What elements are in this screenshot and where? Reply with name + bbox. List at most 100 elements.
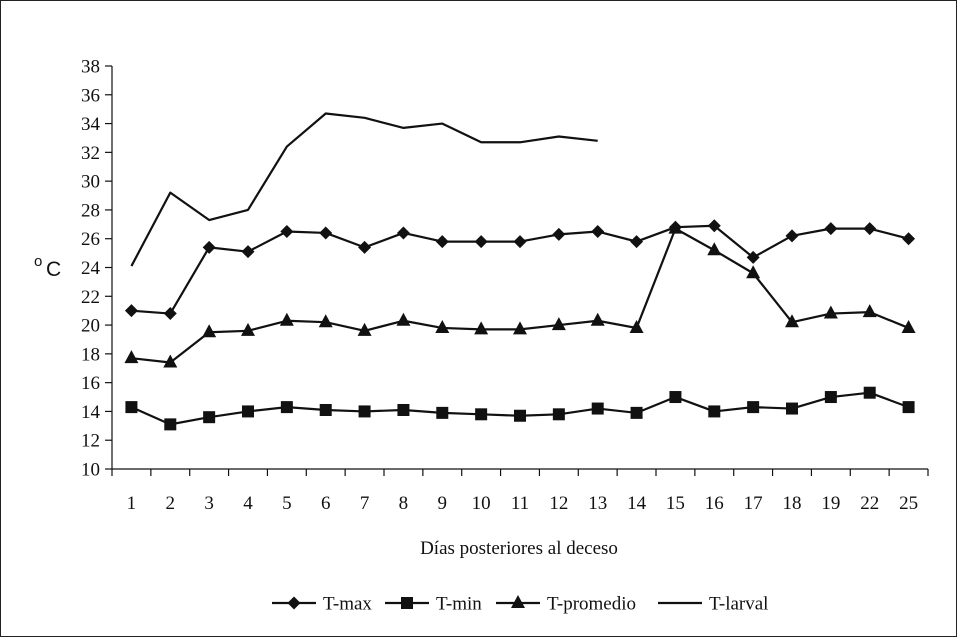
y-tick-label: 18	[81, 344, 100, 365]
data-point-t-max	[552, 227, 566, 241]
x-tick-label: 10	[472, 493, 491, 514]
data-point-t-min	[786, 402, 798, 415]
x-tick-label: 9	[438, 493, 448, 514]
data-point-t-min	[747, 401, 760, 414]
legend-item-t-promedio: T-promedio	[496, 594, 636, 615]
y-tick-label: 22	[81, 287, 100, 308]
data-point-t-max	[785, 229, 799, 243]
legend-marker-t-promedio	[511, 595, 525, 608]
data-point-t-min	[436, 406, 449, 419]
y-tick-label: 10	[81, 460, 100, 481]
legend: T-max T-min T-promedio T-larval	[272, 594, 768, 615]
legend-marker-t-min	[401, 597, 413, 609]
y-tick-label: 20	[81, 316, 100, 337]
x-tick-label: 4	[243, 493, 253, 514]
y-axis-degree-symbol: o	[34, 253, 42, 270]
data-point-t-min	[475, 408, 488, 421]
x-axis-ticks: 1 2 3 4 5 6 7 8 9 10 11 12 13 14 15 16 17 18 19 22 25	[111, 469, 929, 514]
y-tick-label: 24	[81, 258, 101, 279]
y-tick-label: 26	[81, 229, 100, 250]
data-point-t-promedio	[318, 314, 333, 328]
y-tick-label: 30	[81, 172, 100, 193]
data-point-t-promedio	[746, 265, 761, 279]
data-point-t-min	[591, 402, 604, 415]
x-tick-label: 11	[511, 493, 529, 514]
y-tick-label: 32	[81, 143, 100, 164]
x-tick-label: 7	[360, 493, 370, 514]
legend-label: T-max	[323, 594, 372, 615]
data-point-t-min	[397, 403, 410, 416]
legend-label: T-min	[436, 594, 482, 615]
data-point-t-max	[241, 245, 255, 259]
data-point-t-min	[863, 386, 876, 399]
x-tick-label: 17	[744, 493, 763, 514]
x-tick-label: 14	[627, 493, 647, 514]
x-tick-label: 15	[666, 493, 685, 514]
data-point-t-max	[358, 240, 372, 254]
y-tick-label: 12	[81, 431, 100, 452]
data-point-t-promedio	[785, 314, 799, 328]
data-point-t-promedio	[901, 319, 916, 333]
data-point-t-min	[280, 401, 293, 414]
data-point-t-min	[630, 406, 643, 419]
data-point-t-promedio	[862, 304, 877, 318]
data-point-t-max	[863, 222, 877, 236]
data-point-t-promedio	[396, 312, 411, 326]
data-point-t-max	[630, 235, 644, 249]
y-tick-label: 28	[81, 200, 100, 221]
data-point-t-max	[319, 226, 333, 240]
x-tick-label: 22	[860, 493, 879, 514]
x-tick-label: 18	[783, 493, 802, 514]
data-point-t-promedio	[668, 220, 683, 234]
data-point-t-min	[164, 418, 177, 431]
series-line-t-larval	[130, 112, 598, 267]
data-point-t-min	[242, 405, 254, 418]
data-point-t-max	[591, 225, 605, 239]
axes	[111, 66, 928, 470]
data-point-t-min	[669, 391, 682, 404]
x-tick-label: 1	[127, 493, 137, 514]
data-point-t-promedio	[590, 312, 605, 326]
y-axis-label: C	[46, 258, 61, 281]
data-point-t-max	[902, 232, 916, 246]
data-point-t-min	[902, 401, 915, 414]
series-lines	[130, 112, 909, 426]
y-axis-ticks: 10 12 14 16 18 20 22 24 26 28 30 32 34 36 38	[81, 57, 112, 481]
data-point-t-max	[707, 219, 721, 233]
data-point-t-max	[746, 250, 760, 264]
data-point-t-promedio	[823, 305, 838, 319]
data-point-t-promedio	[435, 319, 450, 333]
data-point-t-promedio	[474, 321, 489, 335]
data-point-t-min	[358, 405, 371, 418]
data-point-t-max	[435, 235, 449, 249]
data-point-t-promedio	[163, 354, 178, 368]
x-tick-label: 6	[321, 493, 331, 514]
data-point-t-max	[124, 304, 138, 318]
series-markers	[124, 219, 916, 431]
data-point-t-promedio	[124, 350, 139, 364]
x-tick-label: 3	[204, 493, 214, 514]
legend-item-t-max: T-max	[272, 594, 372, 615]
data-point-t-promedio	[513, 321, 527, 335]
data-point-t-min	[514, 409, 526, 422]
data-point-t-max	[513, 235, 527, 249]
x-tick-label: 25	[899, 493, 918, 514]
y-tick-label: 38	[81, 57, 100, 78]
data-point-t-promedio	[279, 312, 294, 326]
data-point-t-promedio	[707, 242, 722, 256]
x-tick-label: 16	[705, 493, 724, 514]
x-tick-label: 12	[549, 493, 568, 514]
data-point-t-min	[708, 405, 721, 418]
data-point-t-min	[319, 403, 332, 416]
y-tick-label: 34	[81, 114, 101, 135]
data-point-t-max	[396, 226, 410, 240]
data-point-t-max	[474, 235, 488, 249]
data-point-t-promedio	[551, 317, 566, 331]
data-point-t-min	[125, 401, 138, 414]
data-point-t-min	[203, 411, 216, 424]
data-point-t-max	[202, 240, 216, 254]
y-tick-label: 36	[81, 85, 100, 106]
data-point-t-min	[824, 391, 837, 404]
